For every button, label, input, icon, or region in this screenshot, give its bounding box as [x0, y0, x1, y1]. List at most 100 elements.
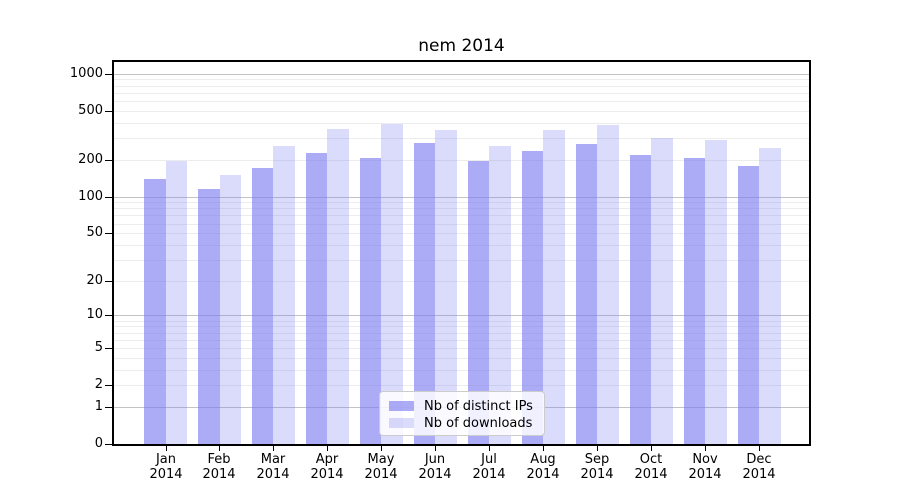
bar-downloads [381, 124, 403, 444]
bar-downloads [543, 130, 565, 444]
x-tick-label: Sep 2014 [580, 452, 614, 482]
y-tick-label: 50 [86, 225, 103, 240]
bar-distinct-ips [359, 157, 382, 444]
y-tick-label: 5 [94, 340, 103, 355]
gridline-minor [114, 280, 809, 282]
legend: Nb of distinct IPs Nb of downloads [379, 391, 545, 436]
bar-downloads [327, 129, 349, 444]
x-tick-label: Mar 2014 [256, 452, 290, 482]
gridline-major [114, 315, 809, 317]
y-tick [105, 348, 112, 349]
gridline-minor [114, 326, 809, 328]
y-tick-label: 10 [86, 307, 103, 322]
bar-downloads [165, 161, 187, 444]
y-tick-label: 1 [94, 399, 103, 414]
gridline-major [114, 73, 809, 75]
bar-distinct-ips [413, 142, 436, 444]
plot-area [112, 60, 811, 446]
y-tick-label: 20 [86, 273, 103, 288]
gridline-minor [114, 223, 809, 225]
x-tick [597, 446, 598, 451]
y-tick [105, 315, 112, 316]
gridline-minor [114, 110, 809, 112]
gridline-minor [114, 215, 809, 217]
x-tick [705, 446, 706, 451]
y-tick-label: 500 [78, 103, 103, 118]
bar-distinct-ips [305, 153, 328, 444]
gridline-minor [114, 347, 809, 349]
gridline-major [114, 196, 809, 198]
gridline-minor [114, 244, 809, 246]
bar-distinct-ips [683, 158, 705, 444]
gridline-minor [114, 122, 809, 124]
bar-downloads [597, 125, 619, 444]
gridline-minor [114, 233, 809, 235]
bar-distinct-ips [575, 143, 598, 444]
legend-swatch-distinct-ips [389, 401, 414, 411]
x-tick [543, 446, 544, 451]
y-tick [105, 407, 112, 408]
y-tick-label: 200 [78, 152, 103, 167]
y-tick [105, 444, 112, 445]
gridline-minor [114, 85, 809, 87]
y-tick-label: 0 [94, 436, 103, 451]
x-tick [489, 446, 490, 451]
bar-distinct-ips [144, 178, 166, 444]
y-tick [105, 111, 112, 112]
bar-downloads [273, 146, 295, 444]
y-tick [105, 281, 112, 282]
y-tick-label: 2 [94, 377, 103, 392]
y-tick-label: 1000 [69, 66, 103, 81]
x-tick [219, 446, 220, 451]
x-tick-label: Feb 2014 [202, 452, 236, 482]
plot-inner [114, 62, 809, 444]
x-tick-label: Nov 2014 [688, 452, 722, 482]
gridline-minor [114, 138, 809, 139]
gridline-minor [114, 92, 809, 94]
x-tick [651, 446, 652, 451]
y-tick [105, 233, 112, 234]
legend-item: Nb of distinct IPs [389, 398, 535, 414]
x-tick [381, 446, 382, 451]
bar-distinct-ips [629, 154, 651, 444]
bar-downloads [759, 148, 781, 444]
y-tick [105, 160, 112, 161]
gridline-minor [114, 385, 809, 387]
legend-swatch-downloads [389, 418, 414, 428]
gridline-minor [114, 159, 809, 161]
chart-title: nem 2014 [418, 36, 505, 56]
gridline-minor [114, 202, 809, 204]
x-tick [435, 446, 436, 451]
legend-item: Nb of downloads [389, 415, 535, 431]
bar-distinct-ips [198, 189, 220, 444]
y-tick [105, 74, 112, 75]
bar-downloads [219, 174, 241, 444]
x-tick [166, 446, 167, 451]
x-tick-label: Jan 2014 [149, 452, 183, 482]
gridline-minor [114, 259, 809, 261]
y-tick [105, 385, 112, 386]
bar-distinct-ips [521, 151, 544, 444]
x-tick-label: Apr 2014 [310, 452, 344, 482]
legend-label: Nb of downloads [424, 415, 533, 431]
bar-downloads [435, 130, 457, 444]
x-tick-label: Aug 2014 [526, 452, 560, 482]
bar-distinct-ips [467, 161, 490, 444]
gridline-minor [114, 100, 809, 102]
x-tick-label: Dec 2014 [742, 452, 776, 482]
x-tick-label: May 2014 [364, 452, 398, 482]
gridline-minor [114, 339, 809, 341]
bar-downloads [705, 140, 727, 444]
gridline-minor [114, 332, 809, 334]
legend-label: Nb of distinct IPs [424, 398, 533, 414]
x-tick [273, 446, 274, 451]
x-tick-label: Jul 2014 [472, 452, 506, 482]
bar-downloads [651, 137, 673, 444]
gridline-minor [114, 357, 809, 359]
y-tick-label: 100 [78, 189, 103, 204]
x-tick [327, 446, 328, 451]
gridline-minor [114, 320, 809, 322]
bar-distinct-ips [251, 168, 274, 444]
gridline-minor [114, 79, 809, 81]
